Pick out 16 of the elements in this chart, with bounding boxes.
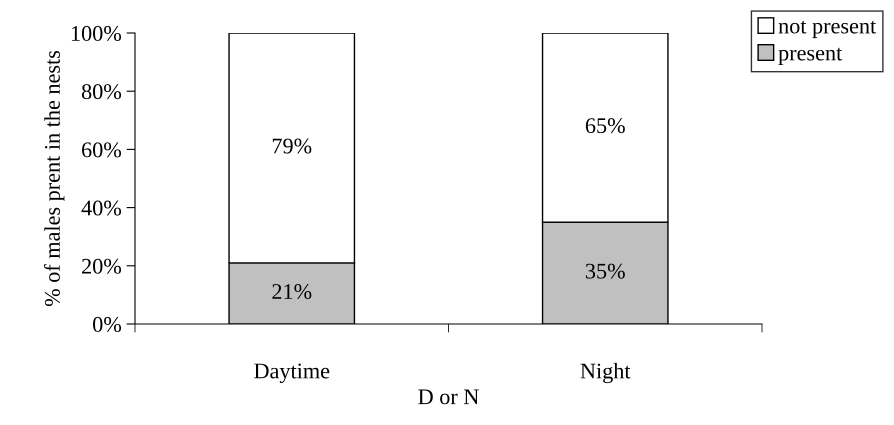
y-tick-label: 20% — [82, 258, 122, 274]
x-axis-title: D or N — [418, 390, 479, 404]
legend-label: not present — [778, 20, 876, 38]
y-tick-label: 80% — [82, 84, 122, 100]
y-axis-title: % of males prent in the nests — [44, 50, 64, 306]
data-label: 79% — [272, 138, 312, 154]
y-tick-label: 60% — [82, 142, 122, 158]
y-tick-label: 40% — [82, 200, 122, 216]
legend-label: present — [778, 48, 842, 66]
data-label: 65% — [586, 118, 625, 134]
y-tick-label: 0% — [93, 316, 122, 332]
x-tick-label: Night — [580, 362, 630, 384]
x-tick-label: Daytime — [254, 364, 330, 384]
data-label: 35% — [586, 264, 625, 279]
y-tick-label: 100% — [72, 26, 122, 41]
data-label: 21% — [272, 284, 312, 300]
